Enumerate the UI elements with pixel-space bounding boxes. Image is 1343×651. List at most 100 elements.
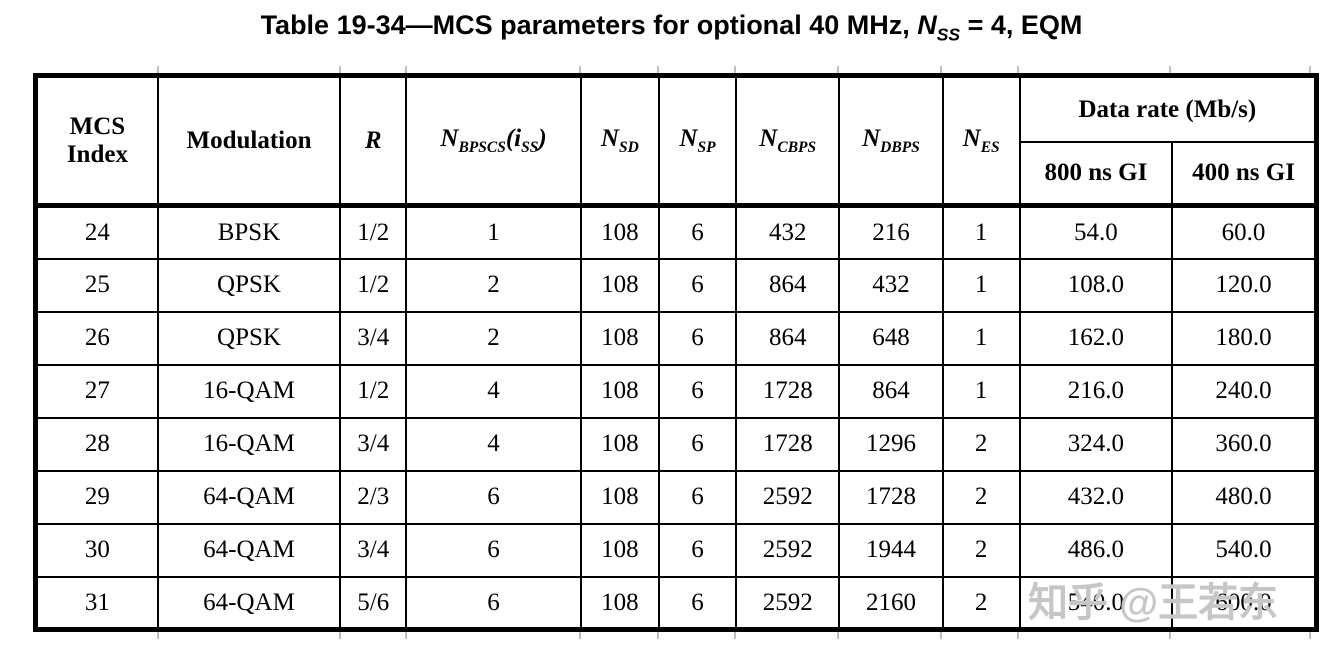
grid-artifact-ticks-bottom [37, 632, 1315, 640]
cell-n-cbps: 1728 [735, 416, 841, 472]
cell-n-sd: 108 [579, 204, 660, 260]
cell-modulation: 64-QAM [156, 469, 342, 525]
cell-modulation: QPSK [156, 310, 342, 366]
table-row: 27 16-QAM 1/2 4 108 6 1728 864 1 216.0 240.0 [34, 363, 1318, 419]
cell-rate-400ns-gi: 180.0 [1171, 310, 1318, 366]
cell-mcs-index: 27 [34, 363, 159, 419]
cell-modulation: 64-QAM [156, 575, 342, 631]
cell-modulation: 16-QAM [156, 363, 342, 419]
cell-r: 1/2 [339, 363, 408, 419]
cell-r: 1/2 [339, 204, 408, 260]
cell-rate-400ns-gi: 120.0 [1171, 257, 1318, 313]
cell-n-sp: 6 [657, 469, 738, 525]
cell-mcs-index: 30 [34, 522, 159, 578]
cell-r: 5/6 [339, 575, 408, 631]
col-header-n-cbps: NCBPS [735, 74, 841, 207]
cell-modulation: 16-QAM [156, 416, 342, 472]
table-row: 25 QPSK 1/2 2 108 6 864 432 1 108.0 120.0 [34, 257, 1318, 313]
cell-n-cbps: 2592 [735, 575, 841, 631]
table-row: 28 16-QAM 3/4 4 108 6 1728 1296 2 324.0 360.0 [34, 416, 1318, 472]
cell-n-bpscs: 6 [405, 469, 582, 525]
cell-modulation: QPSK [156, 257, 342, 313]
cell-n-bpscs: 1 [405, 204, 582, 260]
cell-rate-400ns-gi: 600.0 [1171, 575, 1318, 631]
cell-rate-800ns-gi: 162.0 [1018, 310, 1174, 366]
col-header-modulation: Modulation [156, 74, 342, 207]
cell-n-es: 2 [941, 469, 1021, 525]
cell-n-bpscs: 4 [405, 416, 582, 472]
cell-r: 2/3 [339, 469, 408, 525]
cell-n-bpscs: 6 [405, 575, 582, 631]
cell-mcs-index: 29 [34, 469, 159, 525]
col-header-n-bpscs: NBPSCS(iSS) [405, 74, 582, 207]
cell-rate-800ns-gi: 486.0 [1018, 522, 1174, 578]
cell-n-sd: 108 [579, 575, 660, 631]
cell-r: 1/2 [339, 257, 408, 313]
cell-n-dbps: 432 [838, 257, 944, 313]
cell-n-dbps: 1944 [838, 522, 944, 578]
cell-r: 3/4 [339, 522, 408, 578]
cell-modulation: BPSK [156, 204, 342, 260]
table-row: 31 64-QAM 5/6 6 108 6 2592 2160 2 540.0 600.0 [34, 575, 1318, 631]
cell-n-sp: 6 [657, 257, 738, 313]
table-row: 29 64-QAM 2/3 6 108 6 2592 1728 2 432.0 480.0 [34, 469, 1318, 525]
col-header-n-sd: NSD [579, 74, 660, 207]
cell-n-sp: 6 [657, 575, 738, 631]
cell-rate-400ns-gi: 240.0 [1171, 363, 1318, 419]
cell-n-es: 1 [941, 310, 1021, 366]
cell-n-es: 1 [941, 257, 1021, 313]
cell-mcs-index: 24 [34, 204, 159, 260]
col-header-800ns-gi: 800 ns GI [1018, 140, 1174, 207]
cell-n-es: 2 [941, 575, 1021, 631]
cell-n-bpscs: 2 [405, 310, 582, 366]
cell-n-sd: 108 [579, 257, 660, 313]
cell-n-sp: 6 [657, 522, 738, 578]
col-header-mcs-index: MCS Index [34, 74, 159, 207]
cell-n-bpscs: 4 [405, 363, 582, 419]
col-header-n-es: NES [941, 74, 1021, 207]
cell-rate-400ns-gi: 480.0 [1171, 469, 1318, 525]
cell-n-cbps: 864 [735, 310, 841, 366]
cell-mcs-index: 25 [34, 257, 159, 313]
cell-rate-800ns-gi: 216.0 [1018, 363, 1174, 419]
cell-mcs-index: 28 [34, 416, 159, 472]
grid-artifact-ticks-top [37, 66, 1315, 74]
cell-n-es: 2 [941, 416, 1021, 472]
col-header-n-sp: NSP [657, 74, 738, 207]
cell-n-cbps: 2592 [735, 522, 841, 578]
cell-n-bpscs: 2 [405, 257, 582, 313]
cell-rate-800ns-gi: 324.0 [1018, 416, 1174, 472]
table-row: 30 64-QAM 3/4 6 108 6 2592 1944 2 486.0 540.0 [34, 522, 1318, 578]
cell-rate-800ns-gi: 540.0 [1018, 575, 1174, 631]
cell-n-sp: 6 [657, 204, 738, 260]
cell-n-dbps: 216 [838, 204, 944, 260]
cell-n-dbps: 864 [838, 363, 944, 419]
cell-n-cbps: 2592 [735, 469, 841, 525]
cell-n-sp: 6 [657, 363, 738, 419]
mcs-parameters-table: MCS Index Modulation R NBPSCS(iSS) NSD NS… [33, 73, 1319, 633]
cell-rate-400ns-gi: 360.0 [1171, 416, 1318, 472]
col-header-data-rate: Data rate (Mb/s) [1018, 74, 1318, 143]
cell-n-bpscs: 6 [405, 522, 582, 578]
cell-n-es: 2 [941, 522, 1021, 578]
cell-n-sd: 108 [579, 310, 660, 366]
col-header-r: R [339, 74, 408, 207]
cell-n-dbps: 1296 [838, 416, 944, 472]
cell-n-dbps: 2160 [838, 575, 944, 631]
cell-n-sd: 108 [579, 522, 660, 578]
cell-n-sp: 6 [657, 310, 738, 366]
cell-r: 3/4 [339, 416, 408, 472]
caption-nss-symbol: NSS [917, 10, 961, 45]
table-row: 24 BPSK 1/2 1 108 6 432 216 1 54.0 60.0 [34, 204, 1318, 260]
cell-rate-800ns-gi: 108.0 [1018, 257, 1174, 313]
cell-n-sp: 6 [657, 416, 738, 472]
cell-rate-800ns-gi: 432.0 [1018, 469, 1174, 525]
caption-text-prefix: Table 19-34—MCS parameters for optional … [260, 10, 918, 40]
cell-n-sd: 108 [579, 469, 660, 525]
cell-modulation: 64-QAM [156, 522, 342, 578]
caption-text-suffix: = 4, EQM [960, 10, 1083, 40]
cell-n-es: 1 [941, 204, 1021, 260]
cell-mcs-index: 31 [34, 575, 159, 631]
cell-n-cbps: 864 [735, 257, 841, 313]
